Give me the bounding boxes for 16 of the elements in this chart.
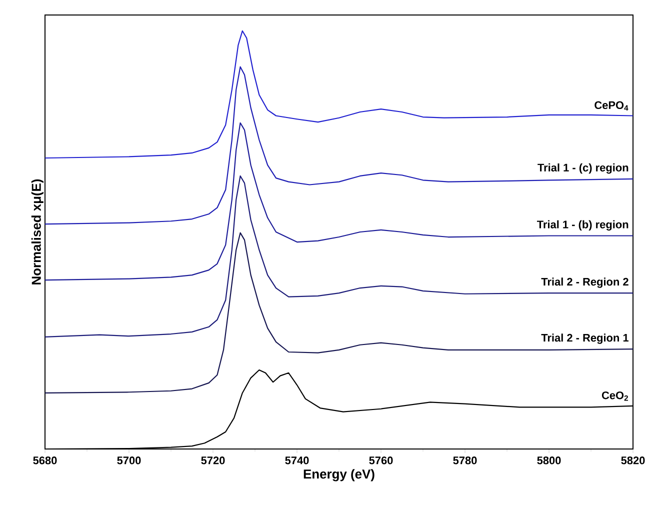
- x-tick-label: 5680: [33, 456, 57, 464]
- series-label: CePO$_{4}$: [594, 101, 628, 111]
- x-tick-label: 5760: [369, 456, 393, 464]
- series-label: Trial 1 - (c) region: [538, 163, 628, 174]
- x-tick-label: 5820: [621, 456, 645, 464]
- series-label: CeO$_{2}$: [602, 391, 628, 401]
- x-tick-label: 5700: [117, 456, 141, 464]
- x-tick-label: 5740: [285, 456, 309, 464]
- series-label: Trial 1 - (b) region: [536, 220, 628, 231]
- x-tick-label: 5720: [201, 456, 225, 464]
- x-tick-label: 5780: [453, 456, 477, 464]
- x-axis-title: Energy (eV): [304, 469, 374, 482]
- x-tick-label: 5800: [537, 456, 561, 464]
- series-label: Trial 2 - Region 1: [541, 334, 628, 344]
- y-axis-title: Normalised xμ(E): [31, 179, 44, 284]
- series-label: Trial 2 - Region 2: [541, 278, 628, 288]
